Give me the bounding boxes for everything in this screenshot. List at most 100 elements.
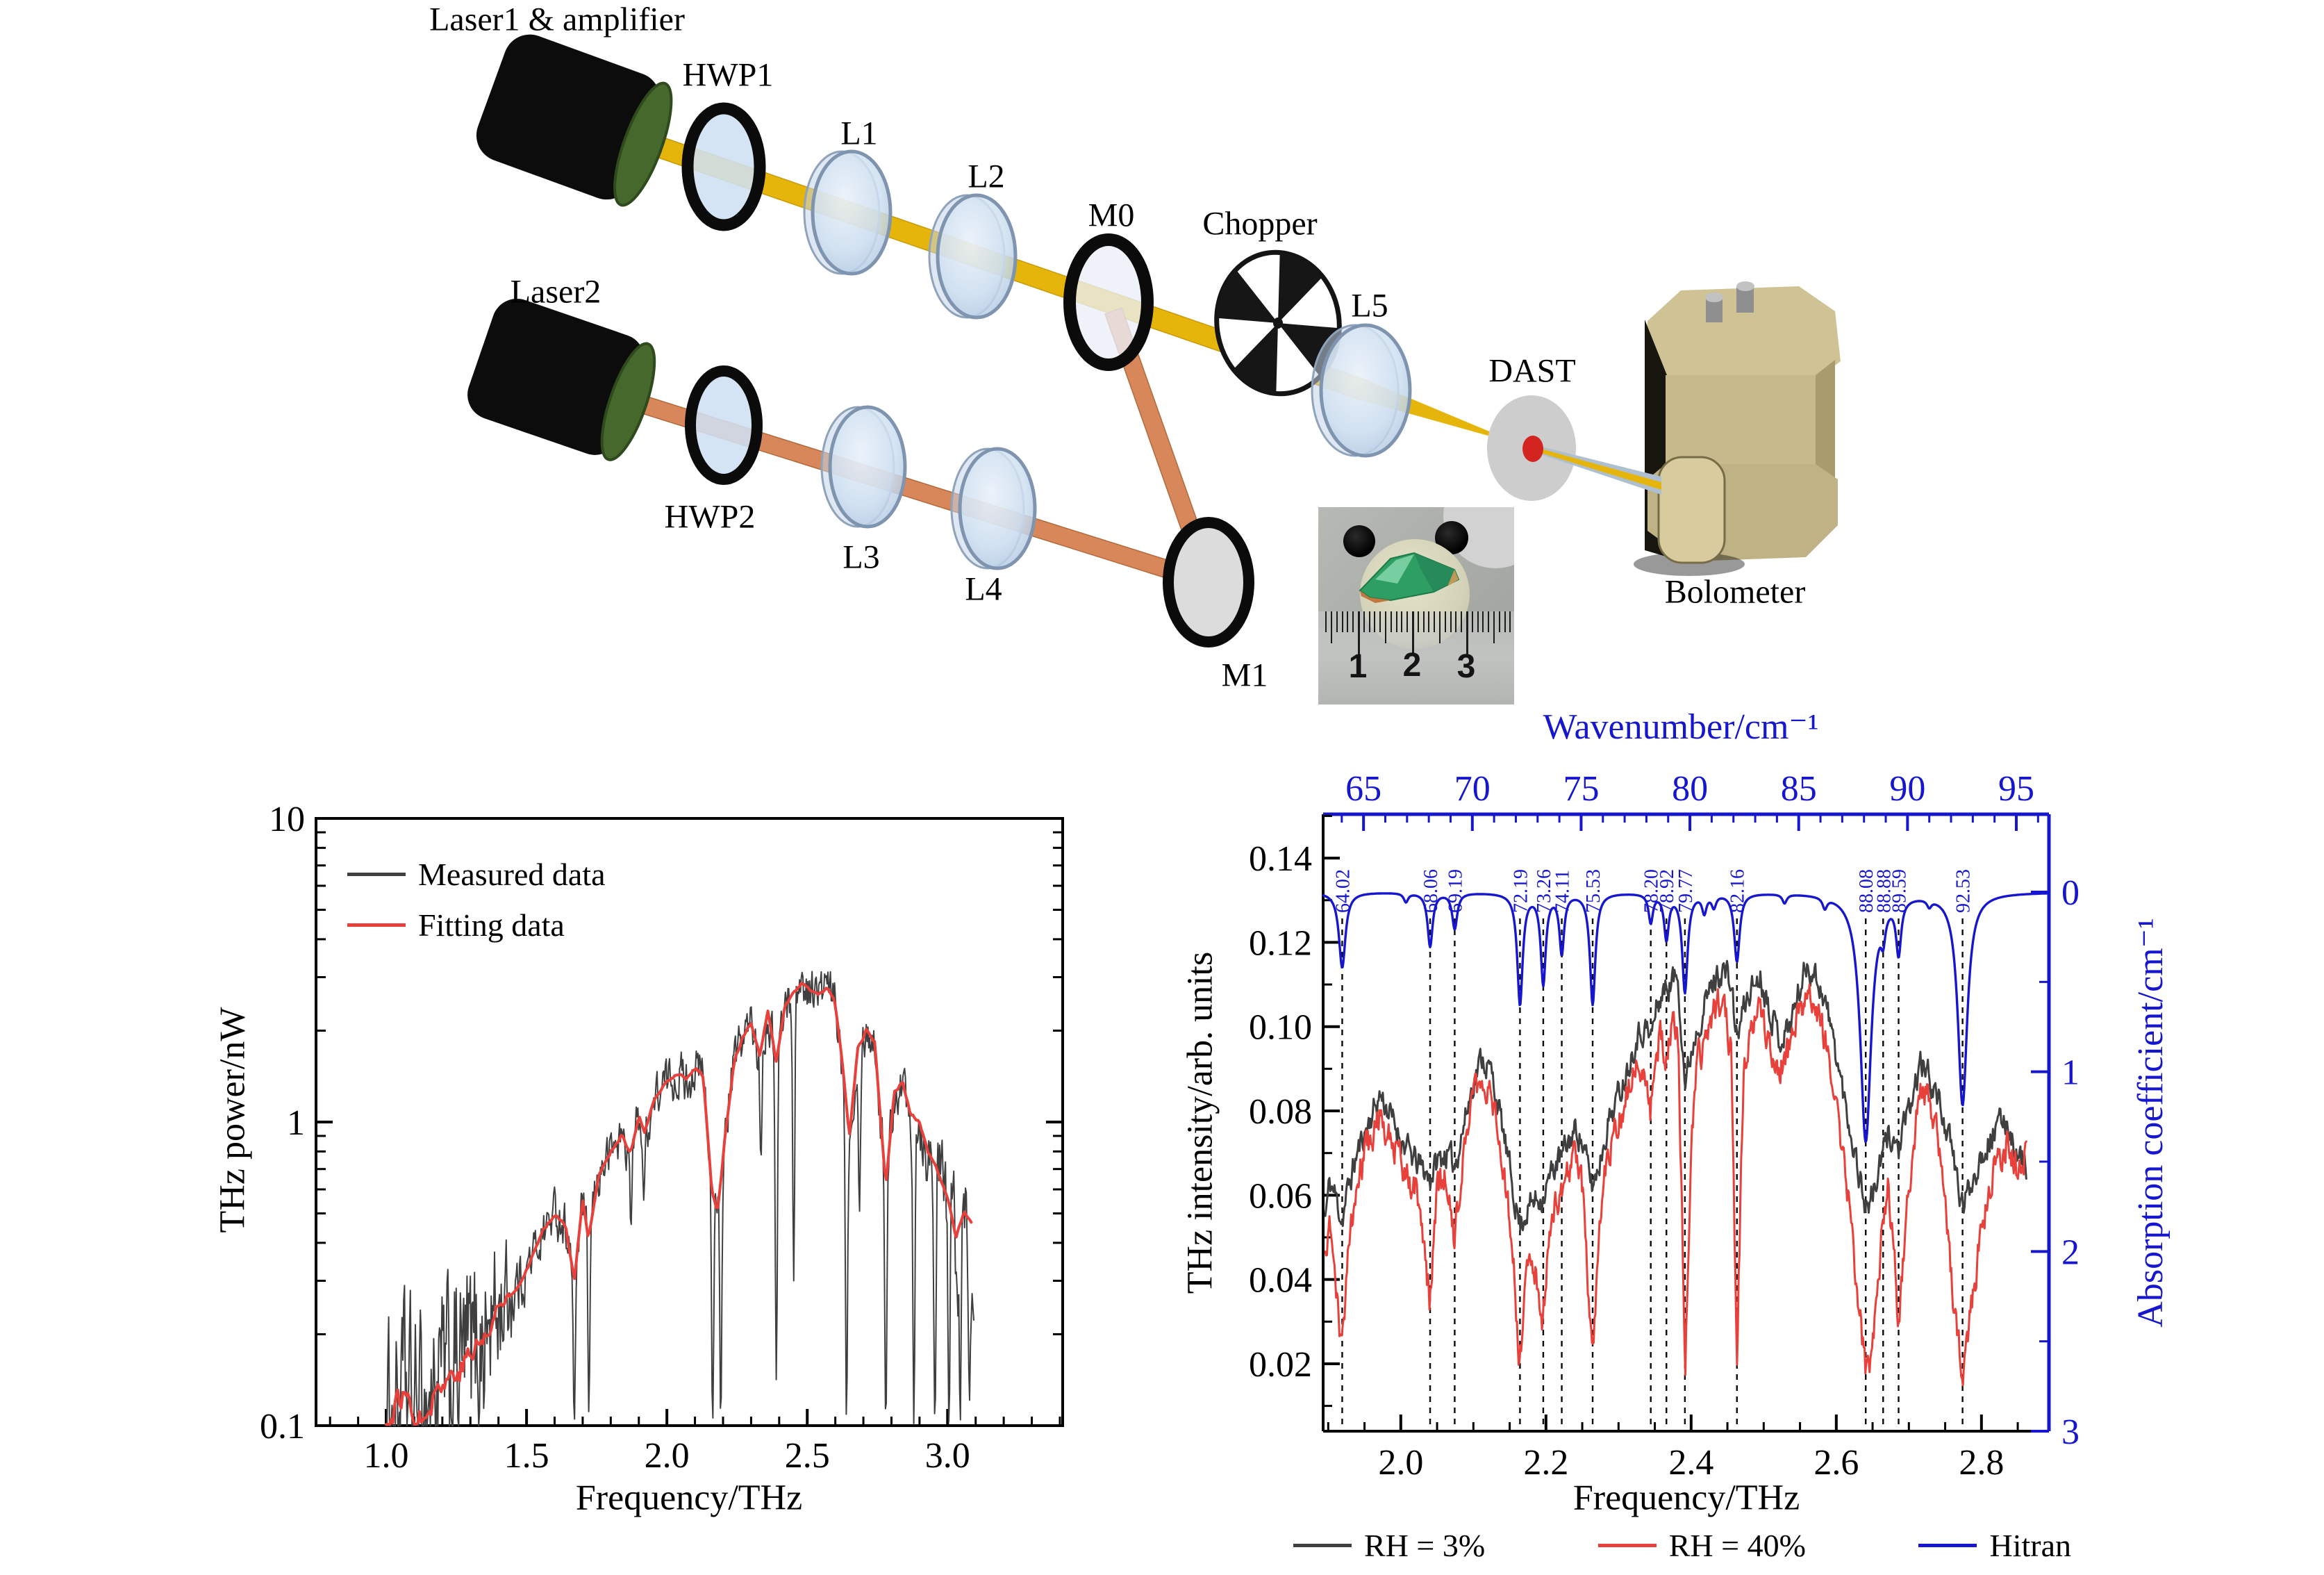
lens-l1 xyxy=(803,149,893,276)
svg-text:1: 1 xyxy=(287,1103,305,1143)
svg-text:0.04: 0.04 xyxy=(1249,1261,1312,1301)
wavenumber-line-label: 92.53 xyxy=(1953,869,1975,913)
label-hwp2: HWP2 xyxy=(664,498,756,536)
ruler-tick xyxy=(1325,611,1327,632)
mirror-m1 xyxy=(1163,517,1254,648)
right-chart-xlabel: Frequency/THz xyxy=(1572,1478,1800,1518)
mirror-m0 xyxy=(1063,233,1154,371)
ruler-tick xyxy=(1493,611,1495,643)
ruler-tick xyxy=(1498,611,1500,632)
half-wave-plate-2 xyxy=(685,365,763,485)
wavenumber-line-label: 88.08 xyxy=(1856,869,1877,913)
ruler-tick xyxy=(1341,611,1343,632)
ruler-number-3: 3 xyxy=(1456,648,1476,685)
left-chart-xlabel: Frequency/THz xyxy=(575,1478,803,1518)
label-laser1: Laser1 & amplifier xyxy=(429,1,685,38)
label-l4: L4 xyxy=(965,570,1002,608)
ruler-tick xyxy=(1477,611,1479,632)
wavenumber-line-label: 74.11 xyxy=(1552,870,1574,913)
rh3-line xyxy=(1324,959,2027,1232)
hitran-line-swatch xyxy=(1918,1544,1977,1547)
laser1-device xyxy=(476,34,673,207)
svg-text:0.10: 0.10 xyxy=(1249,1008,1312,1048)
rh3-line-swatch xyxy=(1293,1544,1352,1547)
wavenumber-line-label: 72.19 xyxy=(1510,869,1532,913)
fitting-data-line xyxy=(385,982,973,1426)
svg-text:3.0: 3.0 xyxy=(925,1436,970,1476)
legend-item-fitting: Fitting data xyxy=(347,907,606,943)
ruler-tick xyxy=(1434,611,1436,632)
svg-text:85: 85 xyxy=(1781,769,1817,809)
label-chopper: Chopper xyxy=(1202,205,1318,242)
label-l2: L2 xyxy=(968,158,1005,195)
svg-text:2.0: 2.0 xyxy=(1378,1443,1423,1483)
rh40-line xyxy=(1324,983,2027,1387)
svg-text:65: 65 xyxy=(1345,769,1381,809)
lens-l3 xyxy=(820,405,907,529)
svg-text:2: 2 xyxy=(2061,1232,2080,1272)
left-chart-legend: Measured data Fitting data xyxy=(347,856,606,957)
svg-text:0.02: 0.02 xyxy=(1249,1345,1312,1385)
svg-text:80: 80 xyxy=(1672,769,1708,809)
label-l5: L5 xyxy=(1351,287,1388,324)
ruler-tick xyxy=(1455,611,1457,632)
dast-crystal-spot xyxy=(1522,436,1543,462)
svg-text:1: 1 xyxy=(2061,1053,2080,1093)
wavenumber-line-label: 78.20 xyxy=(1641,869,1663,913)
label-hwp1: HWP1 xyxy=(682,56,774,94)
svg-text:2.6: 2.6 xyxy=(1813,1443,1859,1483)
ruler-tick xyxy=(1368,611,1370,632)
svg-text:2.0: 2.0 xyxy=(645,1436,690,1476)
svg-text:1.5: 1.5 xyxy=(504,1436,549,1476)
ruler-tick xyxy=(1488,611,1490,632)
ruler-number-1: 1 xyxy=(1348,648,1368,685)
lens-l2 xyxy=(928,193,1018,320)
ruler-tick xyxy=(1347,611,1349,632)
right-chart: 2.0 2.2 2.4 2.6 2.8 0.02 0.04 0.06 0.08 0.10 0.12 0… xyxy=(1249,769,2080,1483)
ruler-tick xyxy=(1444,611,1446,632)
label-bolometer: Bolometer xyxy=(1664,573,1806,611)
legend-item-measured: Measured data xyxy=(347,856,606,893)
svg-text:2.2: 2.2 xyxy=(1523,1443,1568,1483)
legend-item-rh3: RH = 3% xyxy=(1293,1527,1485,1564)
ruler-tick xyxy=(1395,611,1397,632)
thz-beam-to-bolometer xyxy=(1522,436,1661,495)
ruler-tick xyxy=(1385,611,1386,643)
ruler-tick xyxy=(1336,611,1338,632)
ruler-tick xyxy=(1401,611,1403,632)
laser2-device xyxy=(467,298,656,461)
ruler-tick xyxy=(1331,611,1332,643)
svg-text:1.0: 1.0 xyxy=(364,1436,409,1476)
svg-text:95: 95 xyxy=(1998,769,2034,809)
ruler-tick xyxy=(1422,611,1425,632)
dast-crystal-photo: 1 2 3 xyxy=(1318,507,1514,704)
ruler-tick xyxy=(1358,611,1360,656)
svg-text:0.06: 0.06 xyxy=(1249,1176,1312,1216)
hitran-label: Hitran xyxy=(1989,1528,2071,1563)
half-wave-plate-1 xyxy=(681,102,766,231)
svg-text:0.14: 0.14 xyxy=(1249,839,1312,879)
legend-item-rh40: RH = 40% xyxy=(1597,1527,1806,1564)
svg-text:70: 70 xyxy=(1454,769,1491,809)
wavenumber-line-label: 69.19 xyxy=(1445,869,1466,913)
label-l3: L3 xyxy=(843,538,880,576)
right-chart-ticks: 2.0 2.2 2.4 2.6 2.8 0.02 0.04 0.06 0.08 0.10 0.12 0… xyxy=(1249,769,2080,1483)
left-chart-ticks: 1.0 1.5 2.0 2.5 3.0 0.1 1 10 xyxy=(260,800,1063,1476)
svg-text:0.1: 0.1 xyxy=(260,1407,305,1446)
right-chart-legend: RH = 3% RH = 40% Hitran xyxy=(1293,1527,2071,1564)
rh40-line-swatch xyxy=(1597,1544,1657,1547)
label-laser2: Laser2 xyxy=(510,273,601,311)
dast-crystal-image xyxy=(1359,552,1460,603)
ruler-tick xyxy=(1471,611,1473,632)
right-chart-right-ylabel: Absorption coefficient/cm⁻¹ xyxy=(2131,918,2171,1328)
ruler-tick xyxy=(1417,611,1419,632)
ruler-tick xyxy=(1352,611,1354,632)
label-m1: M1 xyxy=(1221,657,1268,694)
ruler-tick xyxy=(1428,611,1430,632)
ruler-tick xyxy=(1509,611,1511,632)
ruler-tick xyxy=(1363,611,1365,632)
measured-line-swatch xyxy=(347,873,406,876)
ruler-tick xyxy=(1466,611,1468,656)
lens-l4 xyxy=(950,447,1037,570)
bolometer-window xyxy=(1657,456,1726,564)
